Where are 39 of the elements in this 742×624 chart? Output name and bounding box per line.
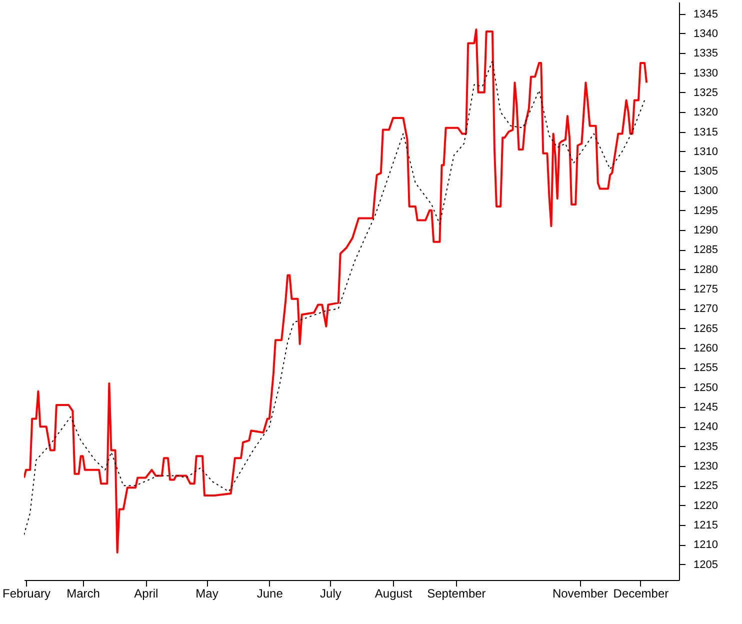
- y-tick-label: 1220: [694, 500, 718, 512]
- y-tick-label: 1345: [694, 8, 718, 20]
- y-tick-label: 1270: [694, 303, 718, 316]
- x-tick-label: July: [320, 586, 342, 600]
- y-tick-label: 1320: [694, 106, 718, 119]
- x-tick-label: August: [374, 586, 413, 600]
- y-tick-label: 1335: [694, 48, 718, 60]
- y-tick-label: 1340: [694, 28, 718, 40]
- y-tick-label: 1325: [694, 86, 718, 99]
- y-tick-label: 1205: [694, 558, 718, 571]
- x-tick-label: April: [134, 586, 158, 600]
- y-tick-label: 1300: [694, 185, 718, 198]
- y-tick-label: 1210: [694, 539, 718, 552]
- x-tick-label: December: [613, 586, 669, 600]
- y-tick-label: 1265: [694, 322, 718, 335]
- x-tick-label: March: [66, 586, 100, 600]
- y-tick-label: 1275: [694, 284, 718, 296]
- y-tick-label: 1315: [694, 126, 718, 138]
- x-tick-label: May: [196, 586, 218, 600]
- x-tick-label: February: [2, 586, 51, 600]
- y-tick-label: 1250: [694, 382, 718, 394]
- x-tick-label: September: [427, 586, 486, 600]
- y-tick-label: 1330: [694, 67, 718, 80]
- y-tick-label: 1240: [694, 421, 718, 434]
- y-tick-label: 1305: [694, 166, 718, 178]
- y-tick-label: 1225: [694, 480, 718, 492]
- y-tick-label: 1285: [694, 244, 718, 256]
- y-tick-label: 1230: [694, 460, 718, 472]
- y-tick-label: 1245: [694, 401, 718, 414]
- y-tick-label: 1280: [694, 264, 718, 276]
- y-tick-label: 1255: [694, 362, 718, 374]
- x-tick-label: November: [552, 586, 608, 600]
- y-tick-label: 1295: [694, 204, 718, 217]
- y-tick-label: 1310: [694, 146, 718, 158]
- x-tick-label: June: [256, 586, 284, 600]
- y-tick-label: 1290: [694, 224, 718, 237]
- y-tick-label: 1260: [694, 342, 718, 355]
- y-tick-label: 1235: [694, 440, 718, 453]
- y-tick-label: 1215: [694, 519, 718, 532]
